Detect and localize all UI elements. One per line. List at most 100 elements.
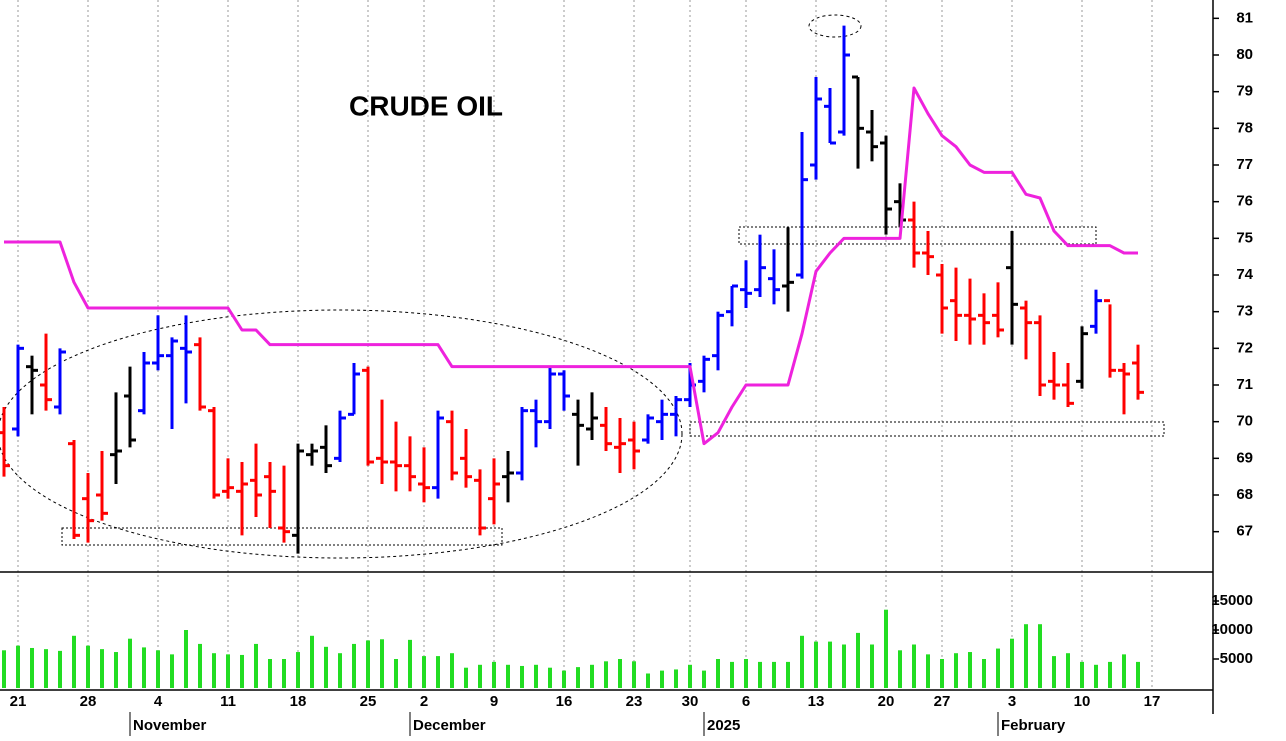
annotation-box [689,421,1165,437]
volume-bar [1024,624,1028,688]
volume-bar [170,654,174,688]
volume-bar [282,659,286,688]
x-tick-label: 18 [290,693,307,710]
volume-bar [506,664,510,688]
volume-bar [142,647,146,688]
chart-title: CRUDE OIL [349,90,503,121]
volume-bar [716,659,720,688]
volume-bar [2,650,6,688]
volume-bar [296,652,300,688]
volume-bar [226,654,230,688]
volume-bar [940,659,944,688]
volume-bar [884,609,888,688]
x-tick-label: 11 [220,693,236,710]
x-tick-label: 17 [1144,693,1161,710]
volume-bar [926,654,930,688]
y-tick-label: 77 [1236,156,1253,173]
x-tick-label: 27 [934,693,951,710]
volume-bar [576,667,580,688]
y-tick-label: 67 [1236,523,1253,540]
volume-bar [450,653,454,688]
month-label: February [1001,717,1066,734]
volume-bar [968,652,972,688]
y-tick-label: 76 [1236,193,1253,210]
volume-bar [128,638,132,688]
volume-bar [898,650,902,688]
y-tick-label: 75 [1236,229,1253,246]
volume-bar [744,659,748,688]
volume-bar [870,644,874,688]
volume-bar [954,653,958,688]
volume-bar [1038,624,1042,688]
annotation-ellipse [0,309,683,559]
volume-bar [380,639,384,688]
volume-bar [436,656,440,688]
y-tick-label: 10000 [1211,621,1253,638]
x-tick-label: 16 [556,693,573,710]
volume-bar [198,643,202,688]
volume-bar [394,659,398,688]
volume-bar [912,644,916,688]
volume-bar [646,673,650,688]
volume-bar [688,664,692,688]
volume-bar [632,661,636,688]
volume-bar [800,635,804,688]
volume-bar [996,648,1000,688]
y-tick-label: 68 [1236,486,1253,503]
volume-bar [842,644,846,688]
volume-bar [114,652,118,688]
volume-bar [772,661,776,688]
volume-bar [1108,661,1112,688]
x-tick-label: 2 [420,693,428,710]
stop-line [4,86,1138,446]
volume-bar [72,635,76,688]
month-label: November [133,717,207,734]
x-tick-label: 6 [742,693,750,710]
x-tick-label: 23 [626,693,643,710]
volume-bar [366,640,370,688]
volume-bar [1052,656,1056,688]
annotation-box [738,226,1097,245]
volume-bar [184,630,188,688]
volume-bar [758,661,762,688]
y-tick-label: 79 [1236,83,1253,100]
y-tick-label: 15000 [1211,592,1253,609]
y-tick-label: 78 [1236,119,1253,136]
volume-bar [856,632,860,688]
x-tick-label: 4 [154,693,163,710]
volume-bar [590,664,594,688]
volume-bar [156,650,160,688]
volume-bar [1066,653,1070,688]
y-tick-label: 70 [1236,413,1253,430]
volume-bar [730,661,734,688]
volume-bar [1080,661,1084,688]
x-tick-label: 20 [878,693,895,710]
grid-layer [17,0,1153,690]
volume-bar [44,649,48,688]
volume-bar [618,659,622,688]
volume-bar [58,650,62,688]
x-tick-label: 13 [808,693,825,710]
volume-bar [814,641,818,688]
volume-bar [422,656,426,688]
x-tick-label: 30 [682,693,699,710]
x-tick-label: 28 [80,693,97,710]
y-tick-label: 74 [1236,266,1253,283]
x-tick-label: 21 [10,693,27,710]
volume-bar [352,643,356,688]
volume-bar [828,641,832,688]
y-tick-label: 69 [1236,449,1253,466]
volume-bar [520,665,524,688]
y-tick-label: 5000 [1220,650,1253,667]
x-tick-label: 25 [360,693,377,710]
volume-bar [786,661,790,688]
volume-bar [548,667,552,688]
volume-bar [100,649,104,688]
volume-bar [86,645,90,688]
volume-bar [1094,664,1098,688]
annotation-box [61,527,503,546]
volume-bar [674,669,678,688]
volume-bar [212,653,216,688]
y-tick-label: 80 [1236,46,1253,63]
